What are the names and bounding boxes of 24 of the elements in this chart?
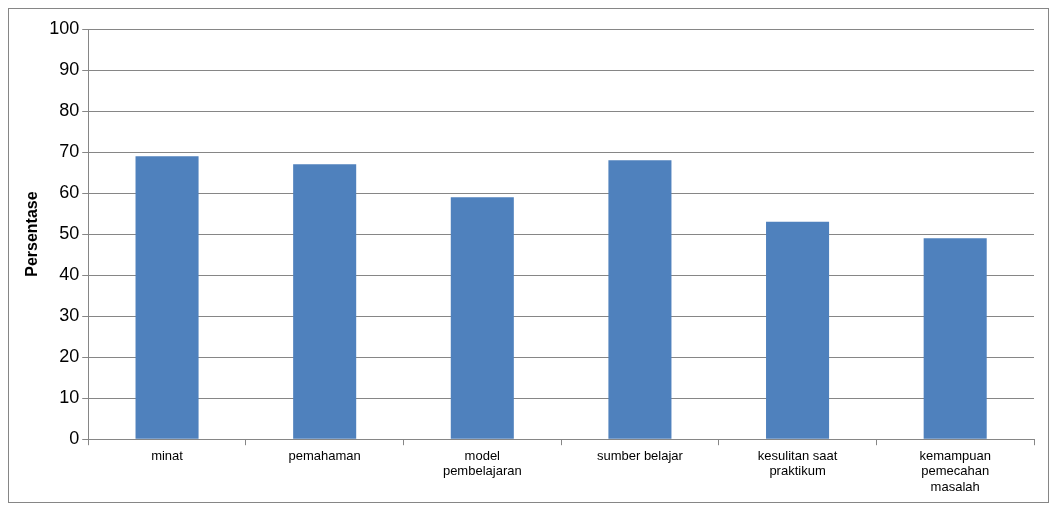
bar: [923, 238, 987, 439]
x-tick-label: kemampuan pemecahan masalah: [919, 447, 991, 494]
y-tick-label: 100: [49, 17, 80, 38]
y-tick-label: 60: [59, 182, 80, 203]
bar: [608, 160, 672, 439]
bar: [766, 221, 830, 439]
x-tick-label: sumber belajar: [596, 447, 684, 463]
y-tick-label: 50: [59, 223, 80, 244]
y-tick-label: 80: [59, 100, 80, 121]
y-tick-label: 90: [59, 58, 80, 79]
bar: [450, 197, 514, 439]
y-tick-label: 10: [59, 387, 80, 408]
y-tick-label: 40: [59, 264, 80, 285]
bar: [293, 164, 357, 439]
y-tick-label: 20: [59, 346, 80, 367]
y-axis-title: Persentase: [23, 191, 41, 277]
y-tick-label: 0: [69, 428, 80, 449]
x-tick-label: pemahaman: [288, 447, 361, 463]
bar: [135, 156, 199, 439]
y-tick-label: 70: [59, 141, 80, 162]
y-tick-label: 30: [59, 305, 80, 326]
x-tick-label: model pembelajaran: [442, 447, 522, 479]
x-tick-label: kesulitan saat praktikum: [757, 447, 838, 479]
x-tick-label: minat: [151, 447, 184, 463]
